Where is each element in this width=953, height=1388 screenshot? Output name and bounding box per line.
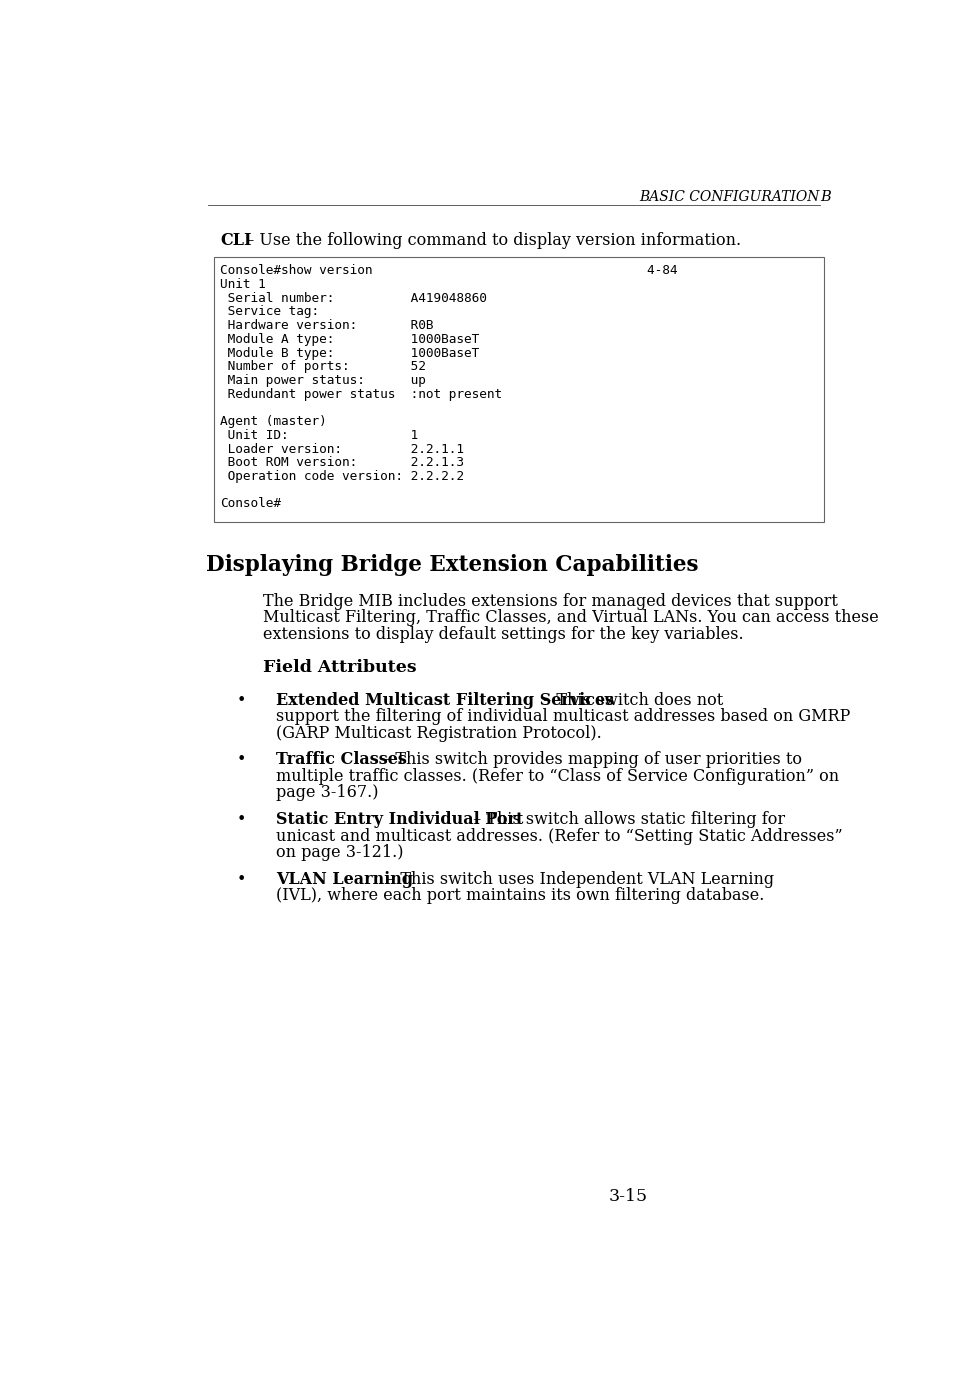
Text: unicast and multicast addresses. (Refer to “Setting Static Addresses”: unicast and multicast addresses. (Refer … [275,827,841,844]
Text: Module B type:          1000BaseT: Module B type: 1000BaseT [220,347,478,359]
Text: 3-15: 3-15 [608,1188,647,1205]
Text: Loader version:         2.2.1.1: Loader version: 2.2.1.1 [220,443,463,455]
Text: Console#show version                                    4-84: Console#show version 4-84 [220,264,677,278]
Bar [213,257,822,522]
Text: page 3-167.): page 3-167.) [275,784,378,801]
Text: support the filtering of individual multicast addresses based on GMRP: support the filtering of individual mult… [275,708,849,725]
Text: – This switch does not: – This switch does not [537,691,722,709]
Text: Main power status:      up: Main power status: up [220,373,425,387]
Text: Redundant power status  :not present: Redundant power status :not present [220,387,501,401]
Text: extensions to display default settings for the key variables.: extensions to display default settings f… [262,626,742,643]
Text: VLAN Learning: VLAN Learning [275,870,413,888]
Text: Hardware version:       R0B: Hardware version: R0B [220,319,433,332]
Text: Agent (master): Agent (master) [220,415,327,428]
Text: Multicast Filtering, Traffic Classes, and Virtual LANs. You can access these: Multicast Filtering, Traffic Classes, an… [262,609,878,626]
Text: – Use the following command to display version information.: – Use the following command to display v… [240,232,740,248]
Text: Boot ROM version:       2.2.1.3: Boot ROM version: 2.2.1.3 [220,457,463,469]
Text: on page 3-121.): on page 3-121.) [275,844,403,861]
Text: •: • [236,691,246,709]
Text: •: • [236,870,246,888]
Text: – This switch provides mapping of user priorities to: – This switch provides mapping of user p… [376,751,801,769]
Text: B: B [819,190,830,204]
Text: Operation code version: 2.2.2.2: Operation code version: 2.2.2.2 [220,471,463,483]
Text: Number of ports:        52: Number of ports: 52 [220,361,425,373]
Text: Unit 1: Unit 1 [220,278,266,291]
Text: – This switch uses Independent VLAN Learning: – This switch uses Independent VLAN Lear… [381,870,774,888]
Text: The Bridge MIB includes extensions for managed devices that support: The Bridge MIB includes extensions for m… [262,593,837,609]
Text: Extended Multicast Filtering Services: Extended Multicast Filtering Services [275,691,614,709]
Text: BASIC CONFIGURATION: BASIC CONFIGURATION [639,190,819,204]
Text: Unit ID:                1: Unit ID: 1 [220,429,417,441]
Text: multiple traffic classes. (Refer to “Class of Service Configuration” on: multiple traffic classes. (Refer to “Cla… [275,768,838,784]
Text: (GARP Multicast Registration Protocol).: (GARP Multicast Registration Protocol). [275,725,601,741]
Text: CLI: CLI [220,232,252,248]
Text: Field Attributes: Field Attributes [262,659,416,676]
Text: Displaying Bridge Extension Capabilities: Displaying Bridge Extension Capabilities [206,554,698,576]
Text: (IVL), where each port maintains its own filtering database.: (IVL), where each port maintains its own… [275,887,763,904]
Text: Static Entry Individual Port: Static Entry Individual Port [275,811,522,829]
Text: Serial number:          A419048860: Serial number: A419048860 [220,291,486,305]
Text: Service tag:: Service tag: [220,305,319,318]
Text: •: • [236,751,246,769]
Text: Traffic Classes: Traffic Classes [275,751,406,769]
Text: •: • [236,811,246,829]
Text: Console#: Console# [220,497,281,511]
Text: Module A type:          1000BaseT: Module A type: 1000BaseT [220,333,478,346]
Text: – This switch allows static filtering for: – This switch allows static filtering fo… [467,811,783,829]
